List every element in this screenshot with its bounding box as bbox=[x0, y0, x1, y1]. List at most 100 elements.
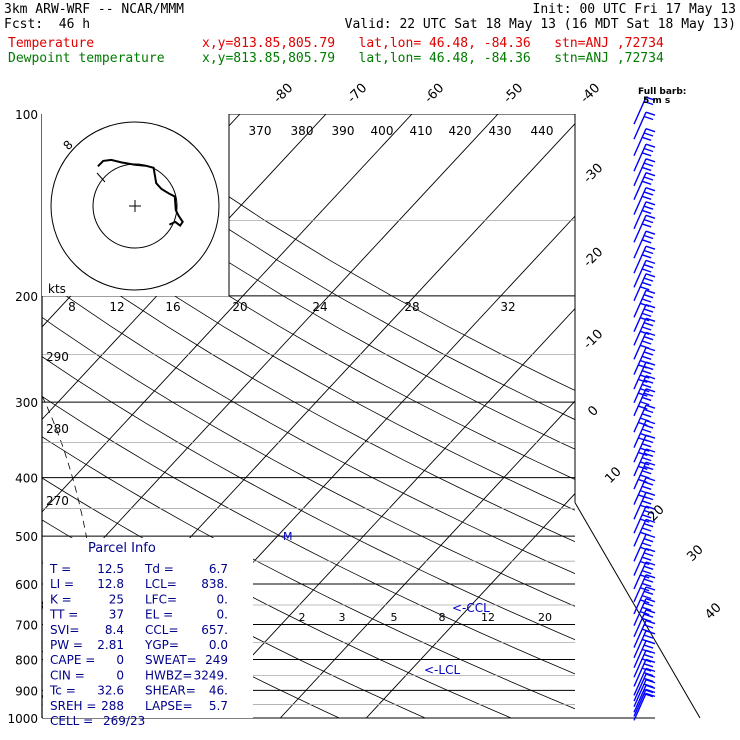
valid-time: Valid: 22 UTC Sat 18 May 13 (16 MDT Sat … bbox=[344, 17, 736, 32]
wind-barb-staff bbox=[633, 649, 647, 678]
parcel-info-value: 0 bbox=[116, 653, 124, 667]
model-title: 3km ARW-WRF -- NCAR/MMM bbox=[4, 2, 185, 17]
wind-barb-staff bbox=[633, 679, 647, 708]
wind-barb-flag bbox=[643, 234, 654, 240]
wind-barb-flag bbox=[645, 561, 656, 566]
wind-barb-flag bbox=[643, 613, 654, 618]
wind-barb-flag bbox=[643, 693, 654, 698]
wind-barb-flag bbox=[641, 298, 652, 303]
wind-barb-flag bbox=[641, 312, 652, 318]
hodograph-speed-label: 32 bbox=[500, 300, 515, 314]
wind-barb-flag bbox=[640, 417, 650, 422]
wind-barb-flag bbox=[645, 586, 656, 591]
wind-barb bbox=[633, 692, 656, 721]
wind-barb-staff bbox=[633, 673, 647, 702]
temperature-location-info: x,y=813.85,805.79 lat,lon= 46.48, -84.36… bbox=[202, 36, 664, 51]
wind-barb-flag bbox=[638, 465, 648, 470]
wind-barb-flag bbox=[641, 569, 652, 575]
wind-barb-flag bbox=[640, 474, 650, 479]
wind-barb-flag bbox=[643, 351, 654, 356]
wind-barb-staff bbox=[633, 158, 647, 187]
wind-barb bbox=[633, 201, 656, 230]
wind-barb-flag bbox=[643, 336, 654, 341]
wind-barb-flag bbox=[643, 578, 654, 583]
wind-barb-staff bbox=[633, 640, 647, 669]
wind-barb-flag bbox=[640, 546, 650, 551]
wind-barb-staff bbox=[633, 685, 647, 713]
wind-barb-flag bbox=[641, 254, 652, 259]
hodograph-trace bbox=[97, 158, 184, 228]
theta-label: 410 bbox=[410, 124, 433, 138]
wind-barb-staff bbox=[633, 689, 647, 717]
parcel-info-label: LCL= bbox=[145, 577, 177, 591]
wind-barb-flag bbox=[645, 619, 656, 625]
isotherm-line bbox=[365, 492, 575, 718]
wind-barb-flag bbox=[645, 259, 656, 265]
parcel-info-label: SHEAR= bbox=[145, 684, 196, 698]
wind-barb-flag bbox=[643, 249, 654, 255]
mixing-ratio-line bbox=[0, 584, 1, 718]
wind-barb-flag bbox=[641, 582, 652, 588]
hodograph-units: kts bbox=[48, 282, 66, 296]
isotherm-line bbox=[193, 307, 575, 718]
wind-barb-staff bbox=[633, 693, 647, 721]
wind-barb-flag bbox=[643, 162, 654, 167]
parcel-info-value: 0. bbox=[217, 608, 228, 622]
dewpoint-location-info: x,y=813.85,805.79 lat,lon= 46.48, -84.36… bbox=[202, 51, 664, 66]
isotherm-line bbox=[279, 400, 575, 718]
wind-barb bbox=[633, 127, 656, 156]
wind-barb-flag bbox=[645, 505, 656, 510]
wind-barb-staff bbox=[633, 245, 647, 274]
wind-barb-flag bbox=[645, 201, 656, 206]
wind-barb-flag bbox=[641, 470, 652, 475]
theta-label: 420 bbox=[449, 124, 472, 138]
parcel-info-value: 0.0 bbox=[209, 638, 228, 652]
parcel-info-label: SREH = bbox=[50, 699, 96, 713]
wind-barb-flag bbox=[641, 485, 652, 490]
wind-barb-staff bbox=[633, 143, 647, 172]
parcel-info-label: LFC= bbox=[145, 592, 177, 606]
wind-barb-flag bbox=[641, 370, 652, 375]
hodograph-speed-label: 8 bbox=[68, 300, 76, 314]
parcel-info-value: 269/23 bbox=[103, 714, 145, 728]
wind-barb bbox=[633, 143, 656, 172]
hodograph-speed-label: 12 bbox=[109, 300, 124, 314]
wind-barb-flag bbox=[643, 452, 654, 457]
pressure-label: 100 bbox=[15, 108, 38, 122]
lcl-marker: <-LCL bbox=[424, 663, 460, 677]
wind-barb bbox=[633, 404, 656, 433]
wind-barb-staff bbox=[633, 505, 647, 534]
wind-barb-flag bbox=[640, 461, 650, 466]
wind-barb-staff bbox=[633, 477, 647, 505]
isotherm-label: 40 bbox=[702, 600, 724, 622]
wind-barb-flag bbox=[645, 598, 656, 603]
wind-barb-flag bbox=[641, 268, 652, 273]
wind-barb-flag bbox=[641, 166, 652, 172]
wind-barb-flag bbox=[643, 293, 654, 299]
wind-barb-flag bbox=[645, 673, 656, 678]
pressure-label: 600 bbox=[15, 578, 38, 592]
wind-barb bbox=[633, 609, 656, 638]
wind-barb-staff bbox=[633, 332, 647, 360]
wind-barb-flag bbox=[645, 388, 656, 393]
wind-barb-flag bbox=[638, 405, 648, 410]
wind-barb-flag bbox=[638, 364, 648, 369]
wind-barb-staff bbox=[633, 187, 647, 215]
wind-barb-staff bbox=[633, 96, 647, 125]
wind-barb-flag bbox=[641, 281, 652, 287]
wind-barb bbox=[633, 111, 656, 140]
wind-barb-flag bbox=[641, 648, 652, 654]
wind-barb-flag bbox=[645, 127, 656, 133]
wind-barb-flag bbox=[645, 448, 656, 453]
wind-barb-staff bbox=[633, 318, 647, 346]
wind-barb-flag bbox=[643, 308, 654, 313]
wind-barb-staff bbox=[633, 461, 647, 490]
wind-barb-flag bbox=[641, 326, 652, 331]
parcel-info-label: CCL= bbox=[145, 623, 179, 637]
parcel-info-label: LI = bbox=[50, 577, 74, 591]
wind-barb-staff bbox=[633, 598, 647, 626]
wind-barb-staff bbox=[633, 230, 647, 259]
wind-barb-flag bbox=[645, 692, 656, 698]
wind-barb-flag bbox=[640, 401, 650, 406]
